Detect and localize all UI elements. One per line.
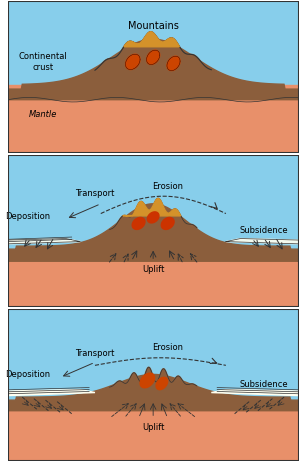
- Polygon shape: [125, 54, 140, 69]
- Polygon shape: [140, 373, 154, 388]
- Polygon shape: [8, 254, 298, 307]
- Text: Erosion: Erosion: [152, 343, 183, 352]
- Polygon shape: [124, 32, 179, 47]
- Polygon shape: [123, 198, 181, 216]
- Text: Uplift: Uplift: [142, 423, 164, 432]
- Text: Mountains: Mountains: [128, 21, 178, 30]
- Text: Erosion: Erosion: [152, 182, 183, 191]
- Polygon shape: [156, 377, 168, 389]
- Polygon shape: [8, 85, 298, 152]
- Polygon shape: [110, 198, 197, 246]
- Polygon shape: [95, 32, 211, 89]
- Polygon shape: [110, 367, 197, 400]
- Polygon shape: [211, 389, 298, 395]
- Polygon shape: [8, 204, 298, 261]
- Text: Deposition: Deposition: [5, 371, 51, 379]
- Polygon shape: [161, 218, 174, 230]
- Polygon shape: [147, 212, 159, 223]
- Polygon shape: [8, 403, 298, 461]
- Polygon shape: [167, 56, 180, 71]
- Polygon shape: [8, 238, 80, 244]
- Text: Deposition: Deposition: [5, 212, 51, 221]
- Text: Mantle: Mantle: [28, 110, 57, 119]
- Polygon shape: [8, 374, 298, 411]
- Polygon shape: [147, 50, 160, 65]
- Text: Transport: Transport: [75, 349, 115, 358]
- Polygon shape: [226, 238, 298, 244]
- Text: Subsidence: Subsidence: [239, 225, 288, 235]
- Polygon shape: [8, 389, 95, 395]
- Polygon shape: [132, 218, 145, 230]
- Text: Continental
crust: Continental crust: [18, 52, 67, 72]
- Polygon shape: [8, 39, 298, 100]
- Text: Uplift: Uplift: [142, 265, 164, 274]
- Text: Subsidence: Subsidence: [239, 379, 288, 389]
- Text: Transport: Transport: [75, 189, 115, 198]
